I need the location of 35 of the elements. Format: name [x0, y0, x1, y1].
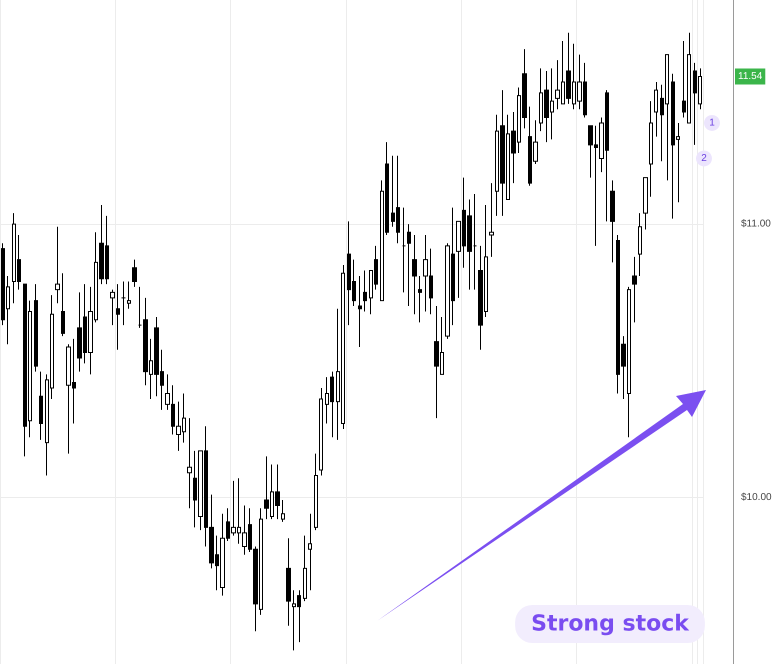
candlestick: [39, 371, 43, 440]
candlestick: [187, 418, 192, 509]
candlestick: [127, 280, 131, 310]
candlestick: [358, 275, 362, 348]
candlestick: [61, 272, 65, 337]
annotation: Strong stock: [531, 612, 690, 636]
candlestick: [402, 207, 406, 293]
candlestick: [286, 538, 291, 626]
candlestick: [314, 453, 318, 531]
candlestick: [407, 224, 411, 307]
candlestick: [116, 284, 120, 350]
candlestick: [632, 256, 637, 323]
candlestick: [55, 226, 60, 304]
candlestick: [132, 259, 137, 288]
candlestick: [121, 280, 126, 326]
candlestick: [610, 180, 615, 263]
candlestick: [654, 81, 658, 138]
candlestick: [643, 177, 648, 230]
candlestick: [303, 535, 307, 602]
candlestick: [412, 234, 417, 315]
y-tick-label: $11.00: [741, 218, 772, 230]
candlestick: [649, 100, 653, 198]
candlestick: [281, 500, 285, 522]
candlestick: [319, 388, 323, 476]
candlestick: [308, 513, 312, 591]
candlestick: [363, 270, 367, 312]
candlestick: [638, 212, 642, 276]
candlestick: [418, 275, 422, 323]
annotation: 1: [709, 117, 716, 128]
candlestick: [110, 289, 115, 326]
text: 11.54: [738, 71, 763, 82]
y-tick-label: $10.00: [741, 492, 772, 503]
annotation: 2: [701, 152, 708, 164]
candlestick: [34, 284, 38, 372]
candlestick: [489, 182, 494, 258]
